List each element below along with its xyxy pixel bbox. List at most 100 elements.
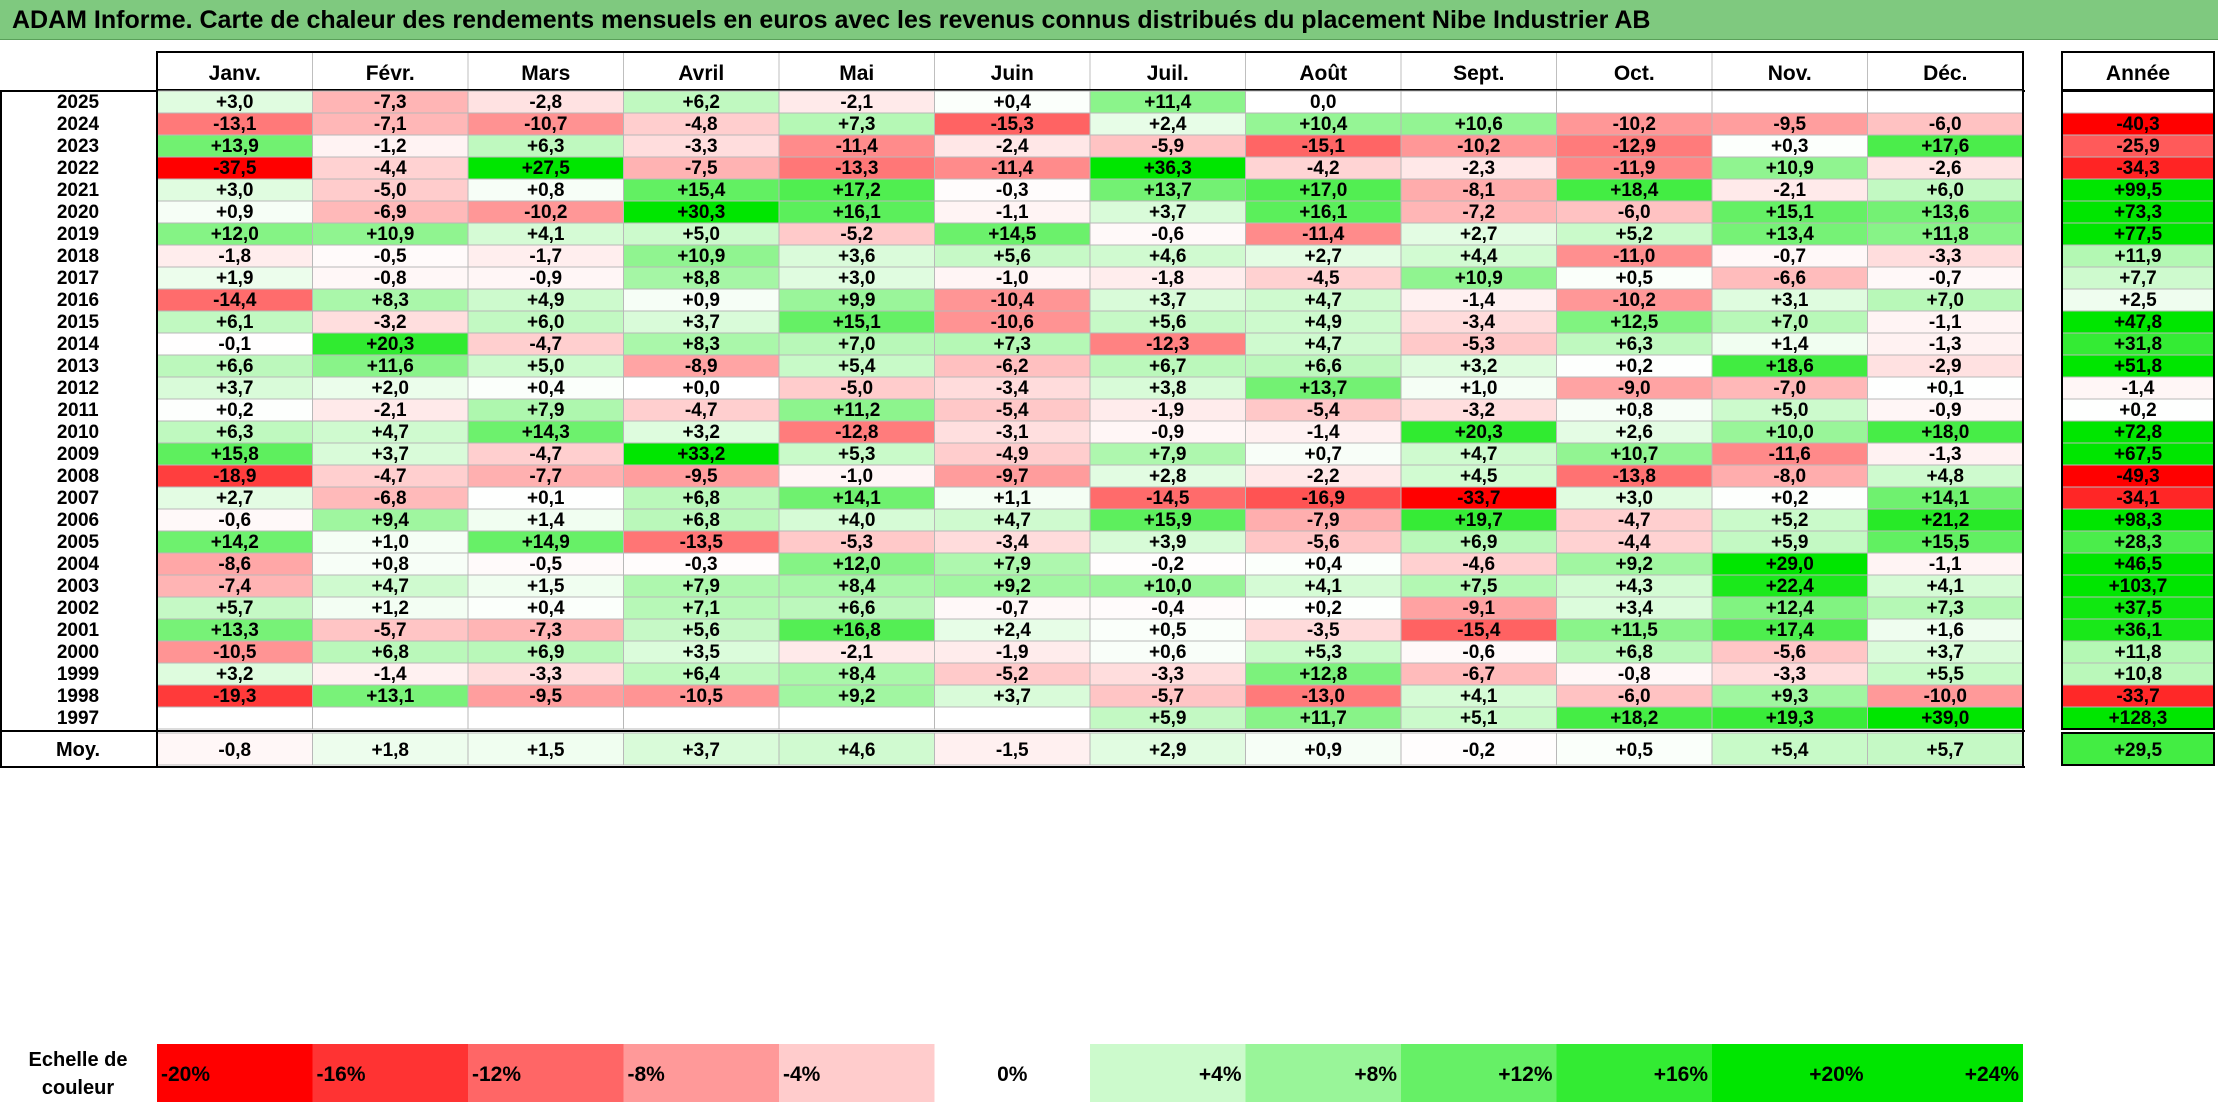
column-header-label: Janv. xyxy=(209,62,261,85)
heatmap-cell xyxy=(623,706,780,730)
cell-value-label: -15,4 xyxy=(1457,620,1501,641)
cell-value-label: -33,7 xyxy=(1457,488,1500,509)
cell-value-label: -5,9 xyxy=(1151,136,1184,157)
scale-swatch xyxy=(1556,1044,1712,1102)
cell-value-label: +7,0 xyxy=(1926,290,1964,311)
cell-value-label: -7,1 xyxy=(374,114,407,135)
year-label: 1997 xyxy=(57,708,99,729)
cell-value-label: -13,8 xyxy=(1613,466,1656,487)
cell-value-label: +6,3 xyxy=(527,136,565,157)
cell-value-label: -9,1 xyxy=(1462,598,1495,619)
cell-value-label: +8,4 xyxy=(838,576,876,597)
annual-value-label: +10,8 xyxy=(2114,664,2162,685)
scale-swatch xyxy=(1090,1044,1246,1102)
cell-value-label: -5,4 xyxy=(996,400,1029,421)
cell-value-label: +9,9 xyxy=(838,290,876,311)
average-value-label: +2,9 xyxy=(1149,740,1187,761)
cell-value-label: +18,2 xyxy=(1610,708,1658,729)
year-label: 2020 xyxy=(57,202,99,223)
cell-value-label: +0,5 xyxy=(1615,268,1653,289)
scale-item-label: +12% xyxy=(1498,1063,1553,1086)
cell-value-label: +7,0 xyxy=(1771,312,1809,333)
cell-value-label: -2,4 xyxy=(996,136,1029,157)
cell-value-label: -1,9 xyxy=(1151,400,1184,421)
cell-value-label: +5,5 xyxy=(1926,664,1964,685)
cell-value-label: +4,9 xyxy=(1304,312,1342,333)
cell-value-label: +4,6 xyxy=(1149,246,1187,267)
cell-value-label: -12,8 xyxy=(835,422,878,443)
cell-value-label: -2,1 xyxy=(374,400,407,421)
cell-value-label: +12,4 xyxy=(1766,598,1815,619)
cell-value-label: +1,4 xyxy=(1771,334,1809,355)
cell-value-label: -2,2 xyxy=(1307,466,1340,487)
cell-value-label: +13,4 xyxy=(1766,224,1815,245)
cell-value-label: -0,9 xyxy=(529,268,562,289)
cell-value-label: +16,1 xyxy=(833,202,882,223)
year-label: 2015 xyxy=(57,312,100,333)
cell-value-label: +5,1 xyxy=(1460,708,1498,729)
cell-value-label: +4,5 xyxy=(1460,466,1498,487)
year-label: 2008 xyxy=(57,466,99,487)
cell-value-label: -7,3 xyxy=(374,92,407,113)
cell-value-label: -0,4 xyxy=(1151,598,1184,619)
year-label: 2024 xyxy=(57,114,100,135)
scale-item-label: +4% xyxy=(1199,1063,1242,1086)
cell-value-label: -10,2 xyxy=(1613,114,1656,135)
cell-value-label: -10,2 xyxy=(524,202,567,223)
cell-value-label: -12,9 xyxy=(1613,136,1656,157)
cell-value-label: +17,4 xyxy=(1766,620,1815,641)
year-label: 2011 xyxy=(57,400,99,421)
cell-value-label: +2,4 xyxy=(993,620,1031,641)
cell-value-label: -5,6 xyxy=(1773,642,1806,663)
average-cell xyxy=(934,732,1091,766)
cell-value-label: -1,0 xyxy=(996,268,1029,289)
cell-value-label: +4,7 xyxy=(1460,444,1498,465)
average-annual-label: +29,5 xyxy=(2114,740,2163,761)
cell-value-label: -10,5 xyxy=(680,686,724,707)
cell-value-label: +14,3 xyxy=(522,422,570,443)
cell-value-label: +1,0 xyxy=(371,532,409,553)
cell-value-label: -16,9 xyxy=(1302,488,1345,509)
annual-value-label: +47,8 xyxy=(2114,312,2162,333)
cell-value-label: +4,1 xyxy=(1926,576,1964,597)
cell-value-label: -11,9 xyxy=(1613,158,1655,179)
cell-value-label: -8,1 xyxy=(1462,180,1495,201)
cell-value-label: -8,0 xyxy=(1773,466,1806,487)
scale-item-label: +8% xyxy=(1354,1063,1397,1086)
cell-value-label: +8,3 xyxy=(682,334,720,355)
cell-value-label: -19,3 xyxy=(213,686,256,707)
annual-value-label: +77,5 xyxy=(2114,224,2163,245)
column-header-label: Sept. xyxy=(1453,62,1504,85)
cell-value-label: +14,5 xyxy=(988,224,1037,245)
cell-value-label: -0,7 xyxy=(1773,246,1806,267)
year-label: 2023 xyxy=(57,136,99,157)
column-header-label: Févr. xyxy=(366,62,415,85)
cell-value-label: -14,4 xyxy=(213,290,257,311)
cell-value-label: -7,7 xyxy=(529,466,562,487)
annual-value-label: +7,7 xyxy=(2119,268,2157,289)
year-label: 1999 xyxy=(57,664,99,685)
cell-value-label: +1,1 xyxy=(993,488,1031,509)
cell-value-label: -5,2 xyxy=(840,224,873,245)
scale-item-label: -12% xyxy=(472,1063,521,1086)
average-value-label: +5,7 xyxy=(1926,740,1964,761)
column-header-cell xyxy=(934,51,1091,91)
annual-value-label: +72,8 xyxy=(2114,422,2162,443)
cell-value-label: +6,0 xyxy=(1926,180,1964,201)
cell-value-label: -4,6 xyxy=(1462,554,1495,575)
cell-value-label: +6,7 xyxy=(1149,356,1187,377)
scale-swatch xyxy=(1867,1044,2023,1102)
cell-value-label: +0,0 xyxy=(682,378,720,399)
cell-value-label: +0,7 xyxy=(1304,444,1342,465)
cell-value-label: +13,7 xyxy=(1299,378,1347,399)
average-value-label: -0,8 xyxy=(218,740,251,761)
annual-value-label: +36,1 xyxy=(2114,620,2163,641)
annual-value-label: +67,5 xyxy=(2114,444,2163,465)
cell-value-label: +2,7 xyxy=(1304,246,1342,267)
cell-value-label: +5,2 xyxy=(1615,224,1653,245)
cell-value-label: +6,8 xyxy=(1615,642,1653,663)
cell-value-label: -10,5 xyxy=(213,642,257,663)
scale-item-label: -4% xyxy=(783,1063,821,1086)
cell-value-label: -8,9 xyxy=(685,356,718,377)
cell-value-label: -0,8 xyxy=(1618,664,1651,685)
